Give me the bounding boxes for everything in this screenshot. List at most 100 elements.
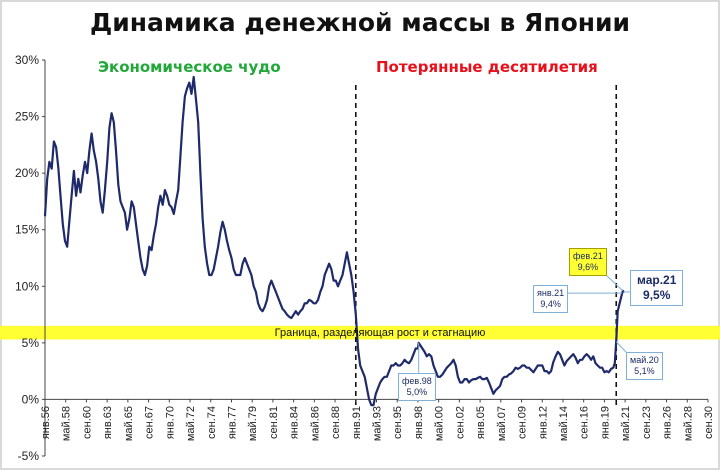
data-point: [355, 313, 357, 316]
data-point: [319, 291, 321, 293]
data-point: [599, 367, 601, 369]
data-point: [321, 285, 324, 287]
annotation-feb98: фев.98 5,0%: [398, 373, 436, 401]
data-point: [59, 195, 62, 197]
data-point: [495, 389, 497, 391]
data-point: [199, 172, 201, 174]
data-point: [317, 299, 319, 301]
data-point: [486, 377, 488, 379]
data-point: [133, 206, 135, 208]
data-point: [221, 221, 224, 223]
x-tick-label: янв.91: [351, 406, 363, 439]
data-point: [499, 385, 501, 387]
x-tick-label: май.86: [309, 406, 321, 441]
data-point: [326, 268, 328, 270]
data-point: [366, 387, 368, 389]
data-point: [186, 87, 188, 89]
data-point: [164, 189, 166, 191]
data-point: [523, 364, 526, 367]
data-point: [577, 362, 579, 364]
data-point: [237, 274, 239, 276]
data-point: [246, 263, 248, 265]
data-point: [588, 355, 590, 358]
data-point: [606, 370, 608, 372]
data-point: [537, 364, 539, 367]
y-tick-label: 5%: [22, 336, 40, 350]
data-point: [415, 347, 417, 350]
data-point: [315, 302, 317, 304]
y-tick-label: 0%: [22, 392, 40, 406]
data-point: [233, 268, 235, 270]
data-point: [328, 263, 330, 265]
y-tick-label: 30%: [15, 53, 39, 67]
data-point: [297, 313, 299, 316]
data-point: [404, 359, 406, 361]
data-point: [91, 132, 93, 135]
data-point: [162, 204, 164, 206]
data-point: [566, 360, 568, 362]
data-point: [479, 376, 481, 378]
data-point: [144, 274, 146, 276]
data-point: [284, 310, 286, 312]
data-point: [483, 378, 486, 380]
data-point: [313, 302, 315, 304]
data-point: [361, 370, 364, 372]
x-tick-label: сен.67: [144, 406, 156, 439]
data-point: [430, 355, 432, 358]
data-point: [530, 369, 532, 371]
data-point: [235, 274, 237, 276]
data-point: [439, 376, 441, 378]
x-tick-label: май.58: [61, 406, 73, 441]
data-point: [423, 351, 426, 353]
data-point: [541, 364, 543, 367]
x-tick-label: сен.88: [330, 406, 342, 439]
data-point: [51, 168, 53, 170]
y-tick-label: 15%: [15, 223, 39, 237]
data-point: [155, 223, 157, 225]
data-point: [124, 212, 126, 214]
y-tick-label: -5%: [18, 449, 40, 463]
data-point: [490, 387, 492, 389]
data-point: [48, 161, 51, 163]
data-point: [157, 206, 159, 208]
period-label-lost-decades: Потерянные десятилетия: [376, 58, 598, 76]
data-point: [277, 297, 279, 299]
data-point: [388, 370, 390, 372]
x-tick-label: май.72: [185, 406, 197, 441]
data-point: [481, 378, 483, 380]
data-point: [159, 195, 162, 197]
y-tick-label: 25%: [15, 110, 39, 124]
data-point: [97, 178, 99, 180]
x-tick-label: май.07: [496, 406, 508, 441]
data-point: [364, 376, 366, 378]
data-point: [119, 200, 122, 203]
data-point: [146, 265, 148, 267]
data-point: [57, 166, 59, 169]
data-point: [344, 263, 346, 265]
data-point: [337, 285, 339, 287]
data-point: [175, 200, 177, 203]
data-point: [526, 367, 528, 369]
data-point: [128, 217, 130, 219]
data-point: [452, 359, 455, 361]
x-tick-label: май.93: [372, 406, 384, 441]
x-tick-label: май.65: [123, 406, 135, 441]
data-point: [270, 280, 273, 282]
data-point: [279, 302, 281, 304]
data-point: [306, 302, 308, 304]
data-point: [288, 316, 290, 318]
data-point: [93, 149, 95, 152]
x-tick-label: янв.05: [475, 406, 487, 439]
data-point: [53, 140, 55, 143]
data-point: [372, 404, 375, 406]
data-point: [519, 367, 521, 369]
annotation-mar21-value: 9,5%: [643, 288, 671, 302]
data-point: [437, 376, 439, 378]
data-point: [310, 300, 312, 302]
data-point: [592, 355, 594, 358]
data-point: [617, 310, 619, 312]
data-point: [179, 155, 182, 157]
data-point: [432, 364, 435, 367]
x-tick-label: май.00: [434, 406, 446, 441]
data-point: [324, 274, 326, 276]
